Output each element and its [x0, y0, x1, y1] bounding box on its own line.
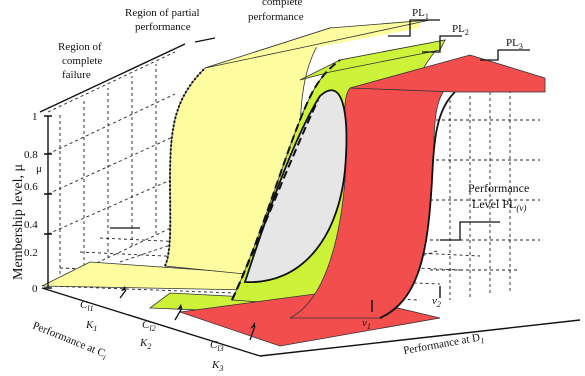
leader-lines	[110, 19, 530, 341]
label-complete-failure: Region of complete failure	[58, 41, 102, 81]
svg-text:performance: performance	[248, 11, 304, 23]
svg-text:failure: failure	[62, 69, 91, 81]
label-cl2: Cl2	[142, 319, 156, 333]
label-cl1: Cl1	[80, 299, 94, 313]
y-axis-label: Membership level, μ	[11, 164, 26, 280]
y-tick-1: 1	[32, 111, 38, 123]
label-pl1: PL1	[412, 7, 429, 21]
label-v1: v1	[362, 317, 371, 331]
label-performance-level: Performance Level PL(v)	[468, 181, 529, 213]
svg-text:complete: complete	[262, 0, 302, 8]
svg-text:Region of: Region of	[58, 41, 102, 53]
y-tick-02: 0.2	[24, 247, 38, 259]
svg-text:Region of partial: Region of partial	[125, 7, 200, 19]
y-tick-04: 0.4	[24, 219, 38, 231]
y-tick-08: 0.8	[24, 149, 38, 161]
label-complete-performance: complete performance	[248, 0, 304, 23]
svg-text:Level PL(v): Level PL(v)	[472, 197, 526, 213]
y-tick-0: 0	[32, 283, 38, 295]
mu-symbol: μ	[36, 163, 42, 175]
axes	[39, 43, 581, 357]
label-k1: K1	[85, 319, 97, 333]
label-pl2: PL2	[452, 23, 469, 37]
label-pl3: PL3	[506, 37, 523, 51]
label-partial-performance: Region of partial performance	[125, 7, 200, 33]
label-cl3: Cl3	[210, 339, 224, 353]
svg-text:performance: performance	[135, 21, 191, 33]
grey-ellipse	[231, 89, 348, 301]
surface-pl3	[179, 54, 546, 347]
svg-text:complete: complete	[62, 55, 102, 67]
label-k2: K2	[139, 337, 151, 351]
svg-text:Performance: Performance	[468, 181, 529, 195]
label-v2: v2	[432, 295, 441, 309]
y-tick-06: 0.6	[24, 181, 38, 193]
label-k3: K3	[211, 359, 223, 373]
